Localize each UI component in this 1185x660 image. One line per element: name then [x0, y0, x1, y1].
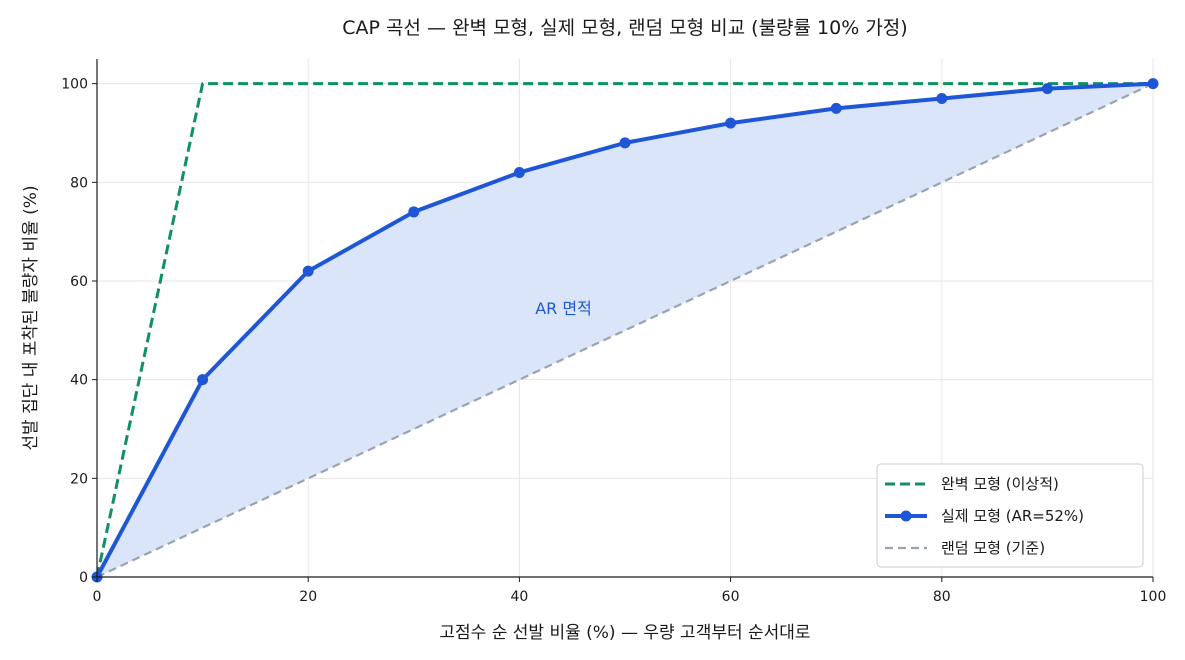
- x-tick-label: 40: [510, 589, 528, 605]
- legend-label-0: 완벽 모형 (이상적): [941, 475, 1059, 493]
- series-line-0: [95, 82, 1153, 578]
- legend: 완벽 모형 (이상적) 실제 모형 (AR=52%) 랜덤 모형 (기준): [876, 463, 1144, 568]
- data-point: [1147, 78, 1159, 90]
- legend-label-1: 실제 모형 (AR=52%): [941, 507, 1084, 525]
- x-tick-label: 60: [722, 589, 740, 605]
- x-tick-label: 20: [299, 589, 317, 605]
- data-point: [830, 102, 842, 114]
- legend-label-2: 랜덤 모형 (기준): [941, 539, 1045, 557]
- data-point: [619, 137, 631, 149]
- data-point: [725, 117, 737, 129]
- legend-marker: [900, 510, 912, 522]
- y-tick-label: 40: [70, 373, 88, 389]
- data-point: [1041, 83, 1053, 95]
- y-axis-label: 선발 집단 내 포착된 불량자 비율 (%): [21, 185, 41, 450]
- y-tick-label: 20: [70, 471, 88, 487]
- x-axis-label: 고점수 순 선발 비율 (%) — 우량 고객부터 순서대로: [439, 623, 810, 643]
- y-tick-label: 60: [70, 274, 88, 290]
- annotation-ar-area: AR 면적: [535, 299, 592, 318]
- data-point: [197, 374, 209, 386]
- series-layer: [91, 78, 1159, 583]
- chart-title: CAP 곡선 — 완벽 모형, 실제 모형, 랜덤 모형 비교 (불량률 10%…: [342, 17, 907, 39]
- ticks: 0 20 40 60 80 100 0 20 40 60 80 100: [61, 77, 1166, 605]
- data-point: [513, 166, 525, 178]
- data-point: [302, 265, 314, 277]
- annotation-layer: AR 면적: [535, 299, 592, 318]
- y-tick-label: 100: [61, 77, 88, 93]
- x-tick-label: 100: [1140, 589, 1167, 605]
- x-tick-label: 80: [933, 589, 951, 605]
- legend-box: [876, 463, 1144, 568]
- x-tick-label: 0: [93, 589, 102, 605]
- data-point: [936, 92, 948, 104]
- axes: [96, 59, 1153, 578]
- y-tick-label: 0: [79, 570, 88, 586]
- data-point: [408, 206, 420, 218]
- y-tick-label: 80: [70, 175, 88, 191]
